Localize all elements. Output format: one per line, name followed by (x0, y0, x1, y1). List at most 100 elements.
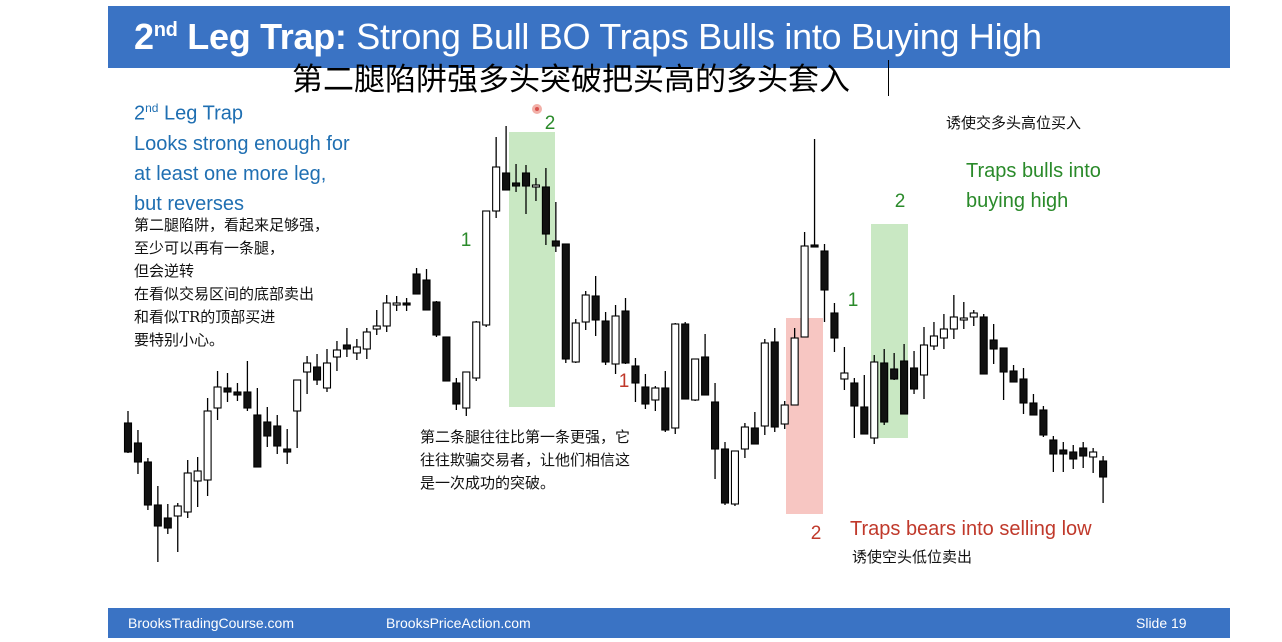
bull-candle (780, 404, 789, 425)
bear-candle (561, 243, 570, 360)
bull-candle (651, 387, 660, 401)
left-note-cn-6: 要特别小心。 (134, 331, 225, 349)
bear-candle (681, 323, 690, 400)
bear-candle (551, 240, 560, 247)
bull-candle (392, 302, 401, 306)
bear-candle (541, 186, 550, 235)
bear-candle (850, 382, 859, 407)
bear-candle (263, 421, 272, 437)
traps-bears-note: Traps bears into selling low (850, 518, 1092, 540)
bull-candle (939, 328, 948, 339)
bull-candle (193, 470, 202, 482)
leg-label-r2: 2 (811, 523, 822, 544)
bear-candle (521, 172, 531, 187)
bull-candle (730, 450, 740, 505)
bull-candle (790, 337, 799, 406)
title-bold-sup: nd (153, 19, 178, 41)
bear-candle (253, 414, 262, 468)
bull-candle (472, 321, 481, 379)
bear-candle (153, 504, 162, 527)
slide: 2nd Leg Trap: Strong Bull BO Traps Bulls… (108, 6, 1230, 638)
bear-candle (342, 344, 351, 350)
candlestick-chart: 1 2 1 2 1 2 (123, 113, 1108, 562)
bear-candle (412, 273, 421, 295)
bull-candle (740, 426, 749, 450)
bull-candle (492, 166, 501, 212)
bear-candle (243, 391, 252, 409)
middle-note-cn-1: 第二条腿往往比第一条更强，它 (420, 428, 631, 446)
bear-candle (313, 366, 322, 381)
bull-candle (671, 323, 680, 429)
traps-bulls-line-2: buying high (966, 190, 1069, 212)
bull-candle (362, 331, 371, 350)
bear-candle (601, 320, 610, 363)
left-note-en: 2nd Leg Trap Looks strong enough for at … (134, 93, 350, 219)
bear-candle (591, 295, 600, 321)
title-bold-main: 2 (134, 16, 154, 57)
bear-candle (233, 391, 242, 396)
bull-candle (611, 315, 620, 365)
middle-note-cn-3: 是一次成功的突破。 (420, 474, 556, 492)
bull-candle (870, 361, 879, 439)
bear-candle (770, 341, 779, 428)
left-note-cn: 第二腿陷阱，看起来足够强， 至少可以再有一条腿， 但会逆转 在看似交易区间的底部… (134, 214, 329, 352)
bull-candle (332, 349, 341, 358)
title-rest: Strong Bull BO Traps Bulls into Buying H… (346, 16, 1042, 57)
bear-candle (890, 368, 899, 380)
bear-candle (979, 316, 988, 375)
bear-candle (143, 461, 152, 506)
bear-candle (1029, 402, 1038, 416)
bear-candle (1079, 447, 1088, 457)
left-note-line-4: but reverses (134, 192, 245, 215)
leg-label-r1: 1 (619, 371, 630, 392)
left-note-line-2: Looks strong enough for (134, 132, 350, 155)
bear-candle (273, 425, 282, 447)
bear-candle (830, 312, 839, 339)
leg-label-g2_left: 2 (545, 113, 556, 134)
bear-candle (989, 339, 998, 350)
footer-center-site: BrooksPriceAction.com (386, 615, 531, 631)
bear-candle (820, 250, 829, 291)
bear-candle (860, 406, 869, 435)
bear-candle (223, 387, 232, 393)
traps-bears-cn: 诱使空头低位卖出 (852, 548, 973, 566)
bear-candle (133, 442, 143, 463)
slide-header: 2nd Leg Trap: Strong Bull BO Traps Bulls… (108, 6, 1230, 68)
bear-candle (641, 386, 650, 405)
bull-candle (800, 245, 809, 338)
bear-candle (432, 301, 441, 336)
bull-candle (949, 316, 958, 330)
bull-candle (322, 362, 332, 389)
title-bold-rest: Leg Trap: (177, 16, 347, 57)
bear-candle (1039, 409, 1048, 436)
bear-candle (909, 367, 919, 390)
bull-candle (203, 410, 212, 481)
bear-candle (1019, 378, 1028, 404)
bull-candle (382, 302, 391, 327)
title-chinese: 第二腿陷阱强多头突破把买高的多头套入 (292, 62, 850, 98)
bull-candle (760, 342, 769, 427)
slide-number: Slide 19 (1136, 615, 1187, 631)
bull-candle (571, 322, 580, 363)
bear-candle (720, 448, 730, 504)
traps-bulls-line-1: Traps bulls into (966, 160, 1101, 182)
middle-note-cn-2: 往往欺骗交易者，让他们相信这 (420, 451, 631, 469)
bear-candle (661, 387, 670, 431)
bull-candle (929, 335, 939, 347)
bear-candle (701, 356, 710, 396)
bull-candle (183, 472, 192, 513)
left-note-cn-3: 但会逆转 (134, 262, 195, 280)
bull-candle (303, 362, 312, 373)
bear-candle (880, 362, 889, 423)
traps-bulls-note: Traps bulls into buying high (966, 156, 1101, 216)
bull-candle (919, 344, 929, 376)
bull-candle (1089, 451, 1098, 458)
bear-candle (283, 448, 292, 453)
left-note-line-1: 2nd Leg Trap (134, 101, 243, 125)
bear-candle (1069, 451, 1078, 460)
bull-candle (531, 184, 541, 188)
bear-candle (163, 517, 172, 529)
bear-candle (1009, 370, 1018, 383)
bull-candle (352, 346, 361, 354)
text-cursor (888, 60, 889, 96)
